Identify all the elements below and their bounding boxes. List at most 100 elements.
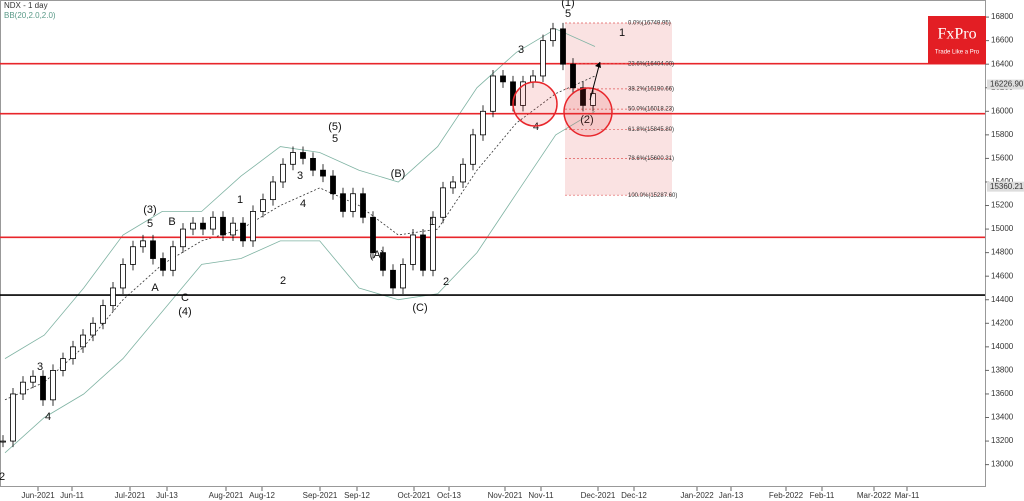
candle-body bbox=[410, 234, 416, 265]
wave-label: (A) bbox=[370, 249, 385, 261]
candle-body bbox=[190, 222, 196, 230]
y-tick-label: 13200 bbox=[991, 436, 1014, 445]
candle-body bbox=[120, 264, 126, 289]
x-tick-label: Nov-11 bbox=[528, 491, 554, 500]
fib-label: 78.6%(15600.31) bbox=[628, 156, 674, 162]
candle-body bbox=[70, 346, 76, 360]
x-tick-label: Jan-13 bbox=[719, 491, 744, 500]
candle-body bbox=[300, 152, 306, 159]
plot-frame bbox=[0, 0, 986, 487]
wave-label: 3 bbox=[37, 361, 43, 373]
candle-body bbox=[320, 169, 326, 177]
x-tick-label: Mar-11 bbox=[895, 491, 920, 500]
x-tick-label: Mar-2022 bbox=[857, 491, 892, 500]
x-tick-label: Dec-2021 bbox=[581, 491, 616, 500]
candle-body bbox=[530, 75, 536, 83]
candle-body bbox=[380, 252, 386, 271]
candle-body bbox=[440, 187, 446, 218]
candle-body bbox=[60, 358, 66, 371]
highlight-circle bbox=[563, 87, 613, 137]
x-tick-label: Sep-2021 bbox=[303, 491, 338, 500]
candle-body bbox=[500, 75, 506, 83]
candle-body bbox=[50, 370, 56, 401]
candle-body bbox=[240, 222, 246, 242]
candle-body bbox=[290, 152, 296, 165]
candle-body bbox=[340, 193, 346, 212]
y-tick-label: 16400 bbox=[991, 59, 1014, 68]
highlight-circle bbox=[512, 81, 558, 127]
fib-label: 23.6%(16404.00) bbox=[628, 61, 674, 67]
x-tick-label: Sep-12 bbox=[344, 491, 370, 500]
candle-body bbox=[550, 28, 556, 42]
candle-body bbox=[570, 63, 576, 89]
y-tick-label: 13600 bbox=[991, 389, 1014, 398]
candle-body bbox=[100, 305, 106, 324]
y-tick-label: 13000 bbox=[991, 460, 1014, 469]
wave-label: 1 bbox=[619, 27, 625, 39]
candle-body bbox=[400, 264, 406, 289]
y-tick-label: 13400 bbox=[991, 413, 1014, 422]
candle-body bbox=[40, 375, 46, 401]
wave-label: (1) bbox=[561, 0, 574, 9]
y-tick-label: 13800 bbox=[991, 366, 1014, 375]
y-tick-label: 15800 bbox=[991, 130, 1014, 139]
x-tick-label: Feb-11 bbox=[810, 491, 835, 500]
candle-body bbox=[430, 216, 436, 271]
y-tick-label: 14200 bbox=[991, 318, 1014, 327]
bollinger-upper bbox=[4, 28, 596, 359]
price-label: 16226.90 bbox=[990, 80, 1024, 89]
brand-box bbox=[928, 16, 986, 64]
y-tick-label: 15400 bbox=[991, 177, 1014, 186]
candle-body bbox=[30, 375, 36, 383]
price-label: 15360.21 bbox=[990, 182, 1024, 191]
wave-label: (4) bbox=[178, 306, 191, 318]
candle-body bbox=[80, 334, 86, 348]
candle-body bbox=[210, 216, 216, 230]
y-tick-label: 16800 bbox=[991, 12, 1014, 21]
price-box bbox=[987, 181, 1024, 192]
wave-label: (B) bbox=[391, 168, 406, 180]
x-tick-label: Aug-12 bbox=[249, 491, 275, 500]
wave-label: A bbox=[151, 282, 159, 294]
candle-body bbox=[170, 246, 176, 271]
candle-body bbox=[180, 228, 186, 248]
fib-label: 0.0%(16749.95) bbox=[628, 21, 671, 27]
candle-body bbox=[540, 40, 546, 77]
candle-body bbox=[420, 234, 426, 271]
arrow-head bbox=[595, 62, 601, 68]
fib-label: 100.0%(15287.60) bbox=[628, 193, 677, 199]
brand-tagline: Trade Like a Pro bbox=[935, 50, 980, 56]
candle-body bbox=[460, 163, 466, 183]
candle-body bbox=[580, 87, 586, 106]
candle-body bbox=[160, 258, 166, 271]
y-tick-label: 14600 bbox=[991, 271, 1014, 280]
fib-label: 38.2%(16190.66) bbox=[628, 86, 674, 92]
candle-body bbox=[450, 181, 456, 189]
fib-label: 61.8%(15845.80) bbox=[628, 127, 674, 133]
candle-body bbox=[150, 240, 156, 259]
candle-body bbox=[20, 381, 26, 395]
wave-label: 2 bbox=[443, 276, 449, 288]
candle-body bbox=[270, 181, 276, 201]
y-tick-label: 16600 bbox=[991, 36, 1014, 45]
subtitle: BB(20,2.0,2.0) bbox=[4, 11, 56, 20]
candle-body bbox=[230, 222, 236, 236]
candle-body bbox=[330, 175, 336, 195]
candle-body bbox=[280, 163, 286, 183]
candle-body bbox=[0, 440, 6, 443]
candle-body bbox=[310, 158, 316, 171]
candle-body bbox=[10, 393, 16, 442]
candle-body bbox=[90, 322, 96, 336]
x-tick-label: Jun-11 bbox=[60, 491, 84, 500]
y-tick-label: 14400 bbox=[991, 295, 1014, 304]
x-tick-label: Aug-2021 bbox=[209, 491, 244, 500]
wave-label: 4 bbox=[300, 198, 306, 210]
y-tick-label: 15000 bbox=[991, 224, 1014, 233]
x-tick-label: Jul-2021 bbox=[115, 491, 146, 500]
candle-body bbox=[490, 75, 496, 112]
x-tick-label: Dec-12 bbox=[621, 491, 647, 500]
bollinger-middle bbox=[4, 75, 596, 401]
chart-title: NDX - 1 day bbox=[4, 1, 48, 10]
